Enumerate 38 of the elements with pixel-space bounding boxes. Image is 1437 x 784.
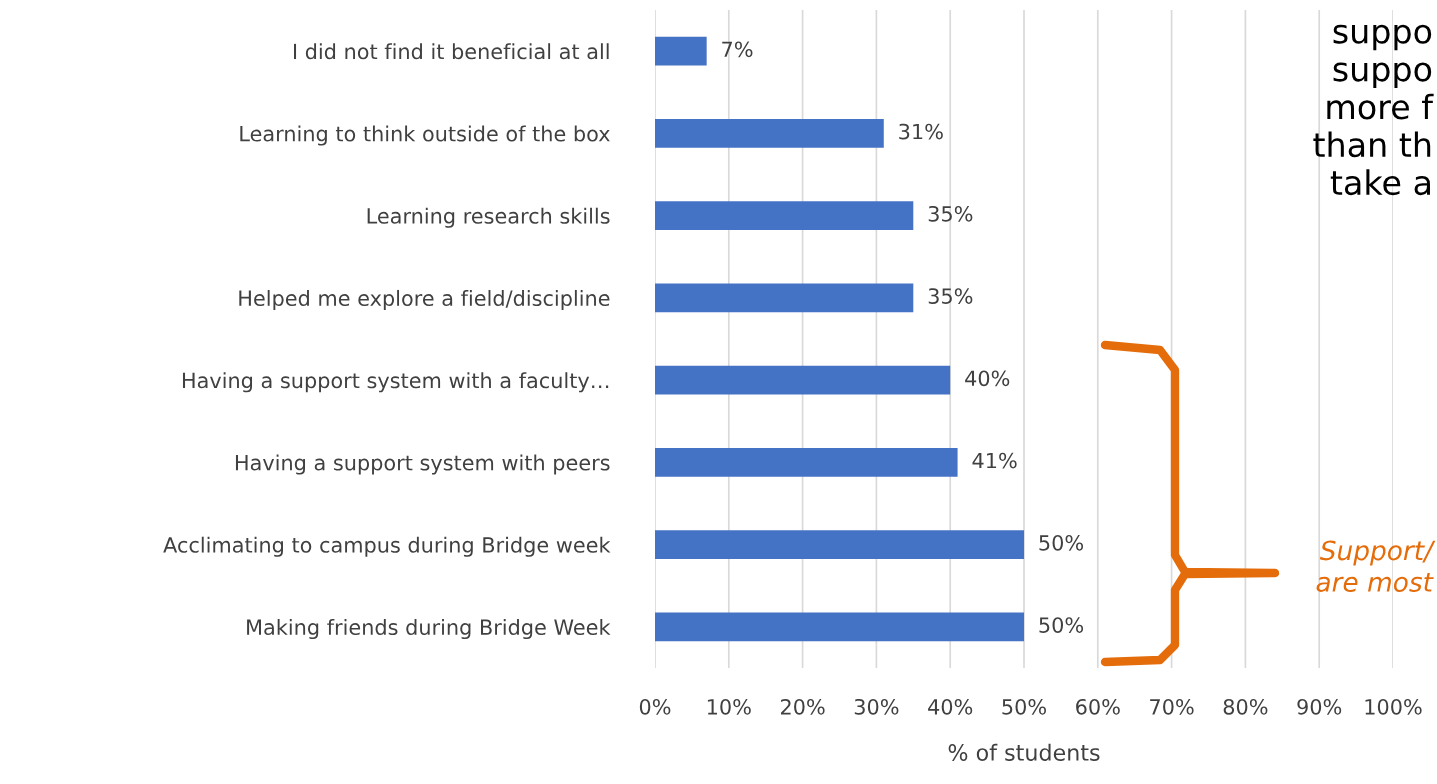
x-tick-label: 100% — [1365, 698, 1422, 715]
bar — [655, 118, 884, 148]
annotation: suppo suppo more f than th take a — [1313, 24, 1434, 196]
data-label: 35% — [928, 205, 973, 222]
annotation: Support/ are most — [1316, 540, 1436, 592]
y-tick-label: I did not find it beneficial at all — [293, 43, 609, 60]
data-label: 35% — [928, 288, 973, 304]
bar — [655, 365, 951, 395]
y-tick-label: Having a support system with peers — [235, 454, 610, 475]
data-label: 31% — [899, 123, 943, 140]
x-tick-label: 50% — [1002, 698, 1046, 715]
data-label: 50% — [1039, 617, 1084, 633]
data-label: 50% — [1039, 534, 1084, 551]
x-tick-label: 80% — [1223, 698, 1268, 715]
y-tick-label: Learning research skills — [367, 207, 610, 228]
y-tick-label: Acclimating to campus during Bridge week — [163, 536, 611, 557]
bar — [655, 612, 1024, 642]
x-tick-label: 10% — [707, 698, 751, 715]
x-tick-label: 0% — [639, 698, 671, 715]
bar — [655, 283, 914, 313]
y-tick-label: Helped me explore a field/discipline — [239, 289, 610, 311]
x-tick-label: 60% — [1076, 698, 1120, 715]
y-tick-label: Learning to think outside of the box — [240, 125, 610, 146]
x-tick-label: 20% — [780, 698, 825, 715]
x-axis-title: % of students — [948, 743, 1100, 761]
y-tick-label: Making friends during Bridge Week — [247, 618, 611, 640]
data-label: 7% — [722, 41, 753, 58]
data-label: 40% — [965, 370, 1010, 387]
bar — [655, 530, 1024, 560]
x-tick-label: 30% — [854, 698, 899, 715]
data-label: 41% — [972, 452, 1017, 469]
y-tick-label: Having a support system with a faculty… — [182, 372, 609, 393]
x-tick-label: 40% — [928, 698, 973, 715]
x-tick-label: 90% — [1297, 698, 1342, 715]
bar — [655, 447, 958, 477]
bar — [655, 201, 914, 231]
x-tick-label: 70% — [1150, 698, 1194, 715]
bar — [655, 36, 707, 66]
